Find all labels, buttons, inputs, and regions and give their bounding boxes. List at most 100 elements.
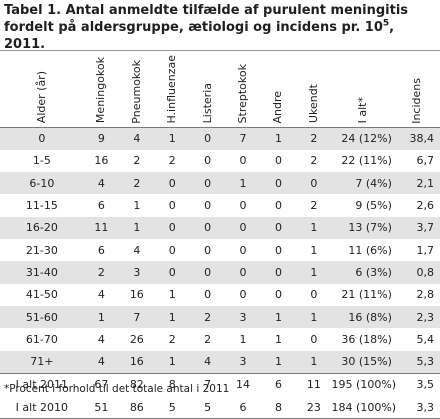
table-row: 1-5 16 2 2 0 0 0 2 22 (11%) 6,7 [0, 150, 440, 172]
table-cell: 1 [154, 305, 190, 329]
table-cell: 11-15 [25, 199, 58, 213]
table-cell: 1 [260, 350, 297, 374]
table-cell: 0 [154, 261, 190, 284]
table-cell: 0 [260, 261, 297, 284]
table-cell: 1 [274, 332, 282, 346]
meningitis-table: Alder (år) Meningokok Pneumokok H.influe… [0, 52, 440, 419]
table-cell: 2,1 [394, 172, 440, 195]
col-header-incidens: Incidens [394, 52, 440, 128]
table-cell: 0 [204, 154, 212, 168]
table-cell: 6 (3%) [331, 261, 395, 284]
table-cell: 51-60 [0, 305, 84, 329]
table-cell: 7 [225, 127, 261, 150]
total-cell: 8 [260, 396, 297, 419]
header-row: Alder (år) Meningokok Pneumokok H.influe… [0, 52, 440, 128]
table-cell: 26 [129, 332, 144, 346]
table-cell: 0 [204, 199, 212, 213]
table-row: 31-40 2 3 0 0 0 0 1 6 (3%) 0,8 [0, 261, 440, 284]
table-cell: 2 [168, 332, 176, 346]
table-cell: 1 [168, 288, 176, 302]
table-cell: 1 [154, 127, 190, 150]
col-header-age: Alder (år) [0, 52, 84, 128]
total-cell: 195 (100%) [331, 372, 396, 397]
table-cell: 1 [260, 305, 297, 329]
table-cell: 21 (11%) [341, 288, 392, 302]
total-cell: 3,5 [394, 372, 440, 397]
table-cell: 2 [204, 332, 212, 346]
table-cell: 0 [260, 172, 297, 195]
table-cell: 36 (18%) [341, 332, 392, 346]
table-cell: 2,8 [416, 288, 435, 302]
table-title: Tabel 1. Antal anmeldte tilfælde af puru… [4, 2, 438, 53]
table-row: 71+ 4 16 1 4 3 1 1 30 (15%) 5,3 [0, 350, 440, 374]
table-cell: 0 [168, 243, 176, 257]
table-cell: 21-30 [25, 243, 58, 257]
total-row: I alt 2010 51 86 5 5 6 8 23 184 (100%) 3,3 [0, 396, 440, 419]
title-text: Tabel 1. Antal anmeldte tilfælde af puru… [4, 3, 409, 35]
table-cell: 1 [296, 261, 332, 284]
total-cell: 7 [189, 372, 226, 397]
col-header-total: I alt* [331, 52, 395, 128]
table-cell: 4 [97, 288, 105, 302]
table-body: 0 9 4 1 0 7 1 2 24 (12%) 38,4 1-5 16 2 2 0 0 0 2 22 (11%) 6… [0, 127, 440, 419]
table-cell: 0 [310, 288, 318, 302]
table-row: 41-50 4 16 1 0 0 0 0 21 (11%) 2,8 [0, 284, 440, 306]
table-cell: 0 [189, 127, 226, 150]
table-cell: 1 [310, 243, 318, 257]
table-cell: 4 [97, 332, 105, 346]
table-cell: 1 [239, 332, 247, 346]
table-cell: 3 [225, 350, 261, 374]
table-cell: 1-5 [32, 154, 51, 168]
table-cell: 0 [225, 261, 261, 284]
table-cell: 3 [119, 261, 155, 284]
table-cell: 1 [296, 216, 332, 240]
table-cell: 0 [274, 154, 282, 168]
total-cell: 11 [296, 372, 332, 397]
table-cell: 7 [119, 305, 155, 329]
title-suffix: , 2011. [4, 20, 395, 52]
table-cell: 38,4 [394, 127, 440, 150]
total-cell: 23 [296, 396, 332, 419]
table-cell: 2,6 [416, 199, 435, 213]
table-cell: 2,3 [394, 305, 440, 329]
table-cell: 16 [119, 350, 155, 374]
table-cell: 2 [83, 261, 120, 284]
table-cell: 71+ [0, 350, 84, 374]
table-cell: 16 (8%) [331, 305, 395, 329]
table-cell: 31-40 [0, 261, 84, 284]
table-row: 61-70 4 26 2 2 1 1 0 36 (18%) 5,4 [0, 328, 440, 350]
table-cell: 2 [133, 154, 141, 168]
total-cell: 86 [119, 396, 155, 419]
table-cell: 9 (5%) [355, 199, 392, 213]
table-row: 11-15 6 1 0 0 0 0 2 9 (5%) 2,6 [0, 194, 440, 216]
col-header-andre: Andre [260, 52, 297, 128]
col-header-meningokok: Meningokok [83, 52, 120, 128]
table-cell: 0 [239, 154, 247, 168]
total-cell: 8 [154, 372, 190, 397]
table-cell: 1 [154, 350, 190, 374]
table-cell: 16-20 [0, 216, 84, 240]
table-cell: 6 [97, 243, 105, 257]
table-cell: 0 [274, 243, 282, 257]
table-cell: 0 [0, 127, 84, 150]
table-cell: 16 [129, 288, 144, 302]
col-header-ukendt: Ukendt [296, 52, 332, 128]
table-cell: 1 [260, 127, 297, 150]
table-cell: 4 [119, 127, 155, 150]
table-cell: 0 [296, 172, 332, 195]
table-cell: 0 [204, 288, 212, 302]
table-cell: 1,7 [416, 243, 435, 257]
total-cell: 67 [83, 372, 120, 397]
table-cell: 1 [119, 216, 155, 240]
table-cell: 41-50 [25, 288, 58, 302]
col-header-hinfluenzae: H.influenzae [154, 52, 190, 128]
table-cell: 0 [204, 243, 212, 257]
total-cell: I alt 2010 [0, 396, 84, 419]
table-cell: 0 [239, 288, 247, 302]
table-cell: 24 (12%) [331, 127, 395, 150]
table-cell: 0 [274, 288, 282, 302]
col-header-pneumokok: Pneumokok [119, 52, 155, 128]
table-cell: 0 [189, 216, 226, 240]
table-cell: 0 [260, 216, 297, 240]
